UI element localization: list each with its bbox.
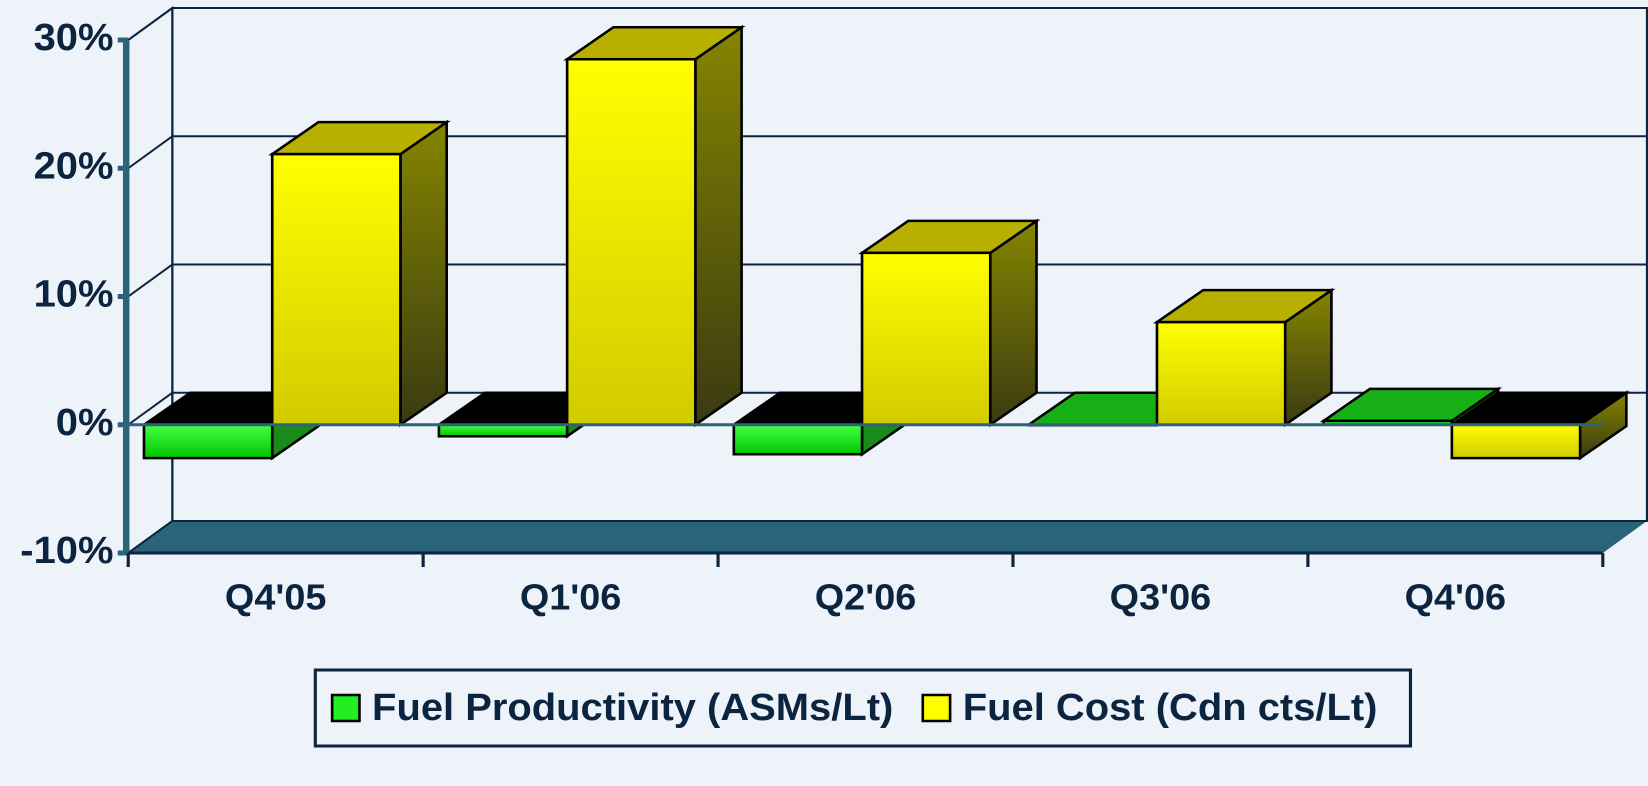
grid-line xyxy=(127,520,1647,554)
grid-line xyxy=(127,7,1647,41)
bar-front xyxy=(1155,320,1287,426)
bar-front xyxy=(860,251,992,426)
bar-front xyxy=(565,57,697,427)
grid-line xyxy=(127,135,1647,170)
grid-line xyxy=(127,263,1647,298)
x-tick-label: Q2'06 xyxy=(815,577,916,617)
y-tick-label: 20% xyxy=(34,145,114,187)
x-tick-label: Q4'06 xyxy=(1405,577,1506,617)
bar-front xyxy=(142,423,274,460)
bar-side xyxy=(988,218,1038,428)
bar-front xyxy=(437,423,569,438)
x-tick-label: Q4'05 xyxy=(225,577,326,617)
y-tick-label: 30% xyxy=(34,17,114,59)
floor xyxy=(128,521,1647,553)
legend-label: Fuel Cost (Cdn cts/Lt) xyxy=(963,687,1378,729)
bar-front xyxy=(732,423,864,456)
y-tick-label: 0% xyxy=(56,402,114,444)
bar xyxy=(1152,287,1336,428)
bar-front xyxy=(1450,423,1582,460)
y-tick-label: 10% xyxy=(34,273,114,315)
bar-side xyxy=(694,24,743,428)
legend-label: Fuel Productivity (ASMs/Lt) xyxy=(372,687,893,729)
legend-swatch xyxy=(330,693,361,723)
legend-swatch xyxy=(921,693,952,723)
y-tick-label: -10% xyxy=(20,530,113,572)
x-tick-label: Q3'06 xyxy=(1110,577,1211,617)
x-tick-label: Q1'06 xyxy=(520,577,621,617)
bar-front xyxy=(270,152,402,427)
bar xyxy=(858,218,1041,428)
legend-box xyxy=(313,668,1413,748)
bar xyxy=(268,119,451,428)
bar xyxy=(563,24,746,428)
bar-side xyxy=(399,119,448,428)
